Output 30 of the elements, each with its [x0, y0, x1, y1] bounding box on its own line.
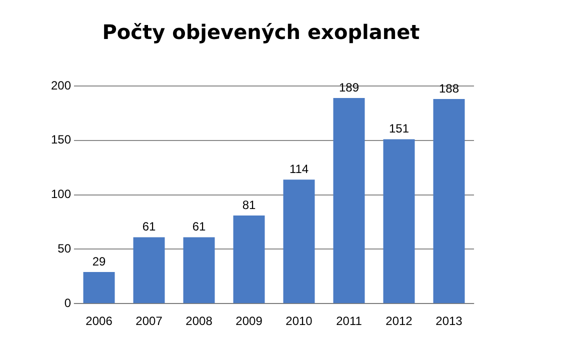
x-tick-label: 2012 [386, 314, 413, 328]
data-label: 189 [338, 80, 360, 94]
y-tick-label: 50 [58, 242, 72, 256]
x-tick-label: 2007 [136, 314, 163, 328]
data-label: 151 [388, 122, 410, 136]
data-label: 61 [142, 220, 156, 234]
data-label: 29 [92, 254, 106, 268]
x-tick-label: 2008 [186, 314, 213, 328]
bar [283, 180, 315, 304]
bar [433, 99, 465, 304]
y-tick-label: 0 [64, 296, 72, 310]
bar [233, 215, 265, 304]
data-label: 114 [289, 162, 309, 176]
chart-title: Počty objevených exoplanet [102, 20, 420, 44]
bar [133, 237, 165, 304]
x-tick-label: 2011 [336, 314, 362, 328]
bar [183, 237, 215, 304]
x-tick-label: 2010 [286, 314, 313, 328]
x-tick-label: 2006 [86, 314, 113, 328]
bar [333, 98, 365, 304]
y-tick-label: 200 [50, 78, 72, 92]
y-tick-label: 100 [50, 187, 72, 202]
data-label: 61 [192, 220, 206, 234]
y-tick-label: 150 [50, 132, 72, 147]
bar [383, 139, 415, 304]
bar [83, 272, 115, 304]
x-tick-label: 2009 [236, 314, 263, 328]
data-label: 81 [242, 198, 256, 212]
data-label: 188 [438, 81, 460, 96]
x-tick-label: 2013 [436, 314, 463, 328]
